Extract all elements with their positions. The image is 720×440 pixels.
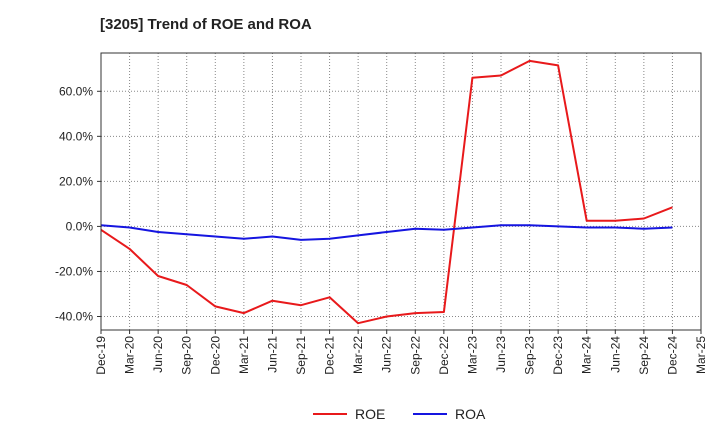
x-tick-label: Dec-21	[323, 336, 337, 375]
x-tick-label: Mar-23	[465, 336, 479, 374]
plot-area	[101, 53, 701, 330]
legend-label-roe: ROE	[355, 406, 385, 422]
x-tick-label: Sep-21	[294, 336, 308, 375]
y-tick-label: 40.0%	[59, 129, 93, 143]
x-tick-label: Sep-22	[408, 336, 422, 375]
x-tick-label: Sep-20	[180, 336, 194, 375]
y-tick-label: 60.0%	[59, 84, 93, 98]
x-tick-label: Sep-24	[637, 336, 651, 375]
y-tick-label: 0.0%	[66, 219, 94, 233]
series-line-roa	[100, 224, 673, 241]
x-tick-label: Mar-22	[351, 336, 365, 374]
x-tick-label: Dec-24	[665, 336, 679, 375]
series-line-roe	[100, 59, 673, 325]
x-tick-label: Dec-20	[208, 336, 222, 375]
x-tick-label: Jun-22	[380, 336, 394, 373]
x-tick-label: Jun-23	[494, 336, 508, 373]
x-tick-label: Jun-21	[265, 336, 279, 373]
y-tick-label: -40.0%	[55, 309, 93, 323]
legend-label-roa: ROA	[455, 406, 486, 422]
x-tick-label: Dec-22	[437, 336, 451, 375]
x-tick-label: Mar-21	[237, 336, 251, 374]
x-tick-label: Mar-20	[123, 336, 137, 374]
x-tick-label: Jun-24	[608, 336, 622, 373]
x-tick-label: Dec-23	[551, 336, 565, 375]
x-tick-label: Mar-25	[694, 336, 708, 374]
x-tick-label: Mar-24	[580, 336, 594, 374]
chart-title: [3205] Trend of ROE and ROA	[100, 16, 312, 33]
x-tick-label: Dec-19	[94, 336, 108, 375]
x-tick-label: Sep-23	[523, 336, 537, 375]
y-tick-label: -20.0%	[55, 264, 93, 278]
x-tick-label: Jun-20	[151, 336, 165, 373]
y-tick-label: 20.0%	[59, 174, 93, 188]
plot-frame	[100, 52, 702, 331]
